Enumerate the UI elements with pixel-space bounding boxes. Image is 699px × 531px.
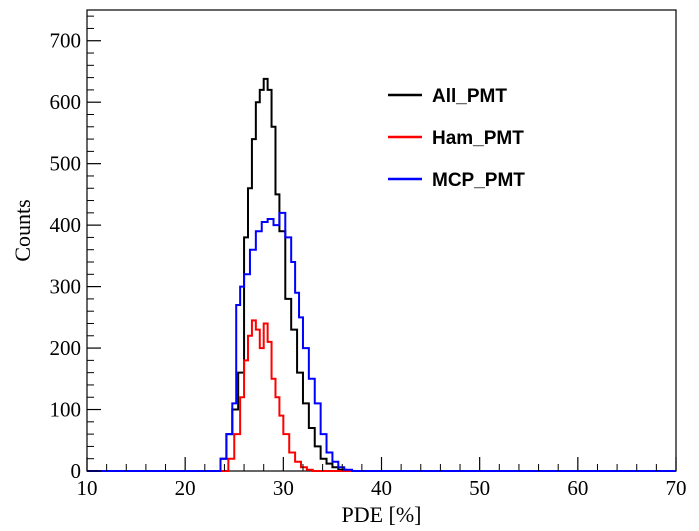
- y-tick-label: 0: [71, 459, 82, 483]
- plot-area: [86, 9, 677, 472]
- y-tick-label: 100: [50, 398, 82, 422]
- x-tick-label: 30: [273, 476, 294, 500]
- x-tick-label: 10: [77, 476, 98, 500]
- y-tick-label: 600: [50, 90, 82, 114]
- series-line-ham-pmt: [87, 319, 676, 472]
- series-layer: [87, 77, 676, 472]
- y-tick-label: 300: [50, 275, 82, 299]
- x-tick-label: 70: [666, 476, 687, 500]
- x-tick-label: 40: [371, 476, 392, 500]
- y-axis-label: Counts: [10, 199, 35, 261]
- y-tick-label: 700: [50, 29, 82, 53]
- x-tick-label: 50: [469, 476, 490, 500]
- y-tick-label: 500: [50, 152, 82, 176]
- x-tick-label: 20: [175, 476, 196, 500]
- legend-label: Ham_PMT: [432, 128, 524, 149]
- series-line-all-pmt: [87, 77, 676, 472]
- x-axis-label: PDE [%]: [341, 502, 421, 527]
- x-tick-label: 60: [567, 476, 588, 500]
- legend-label: All_PMT: [432, 86, 507, 107]
- legend: All_PMT Ham_PMT MCP_PMT: [388, 86, 525, 191]
- y-tick-label: 400: [50, 213, 82, 237]
- y-tick-label: 200: [50, 336, 82, 360]
- plot-frame: [86, 9, 677, 472]
- legend-label: MCP_PMT: [432, 170, 525, 191]
- series-line-mcp-pmt: [87, 211, 676, 472]
